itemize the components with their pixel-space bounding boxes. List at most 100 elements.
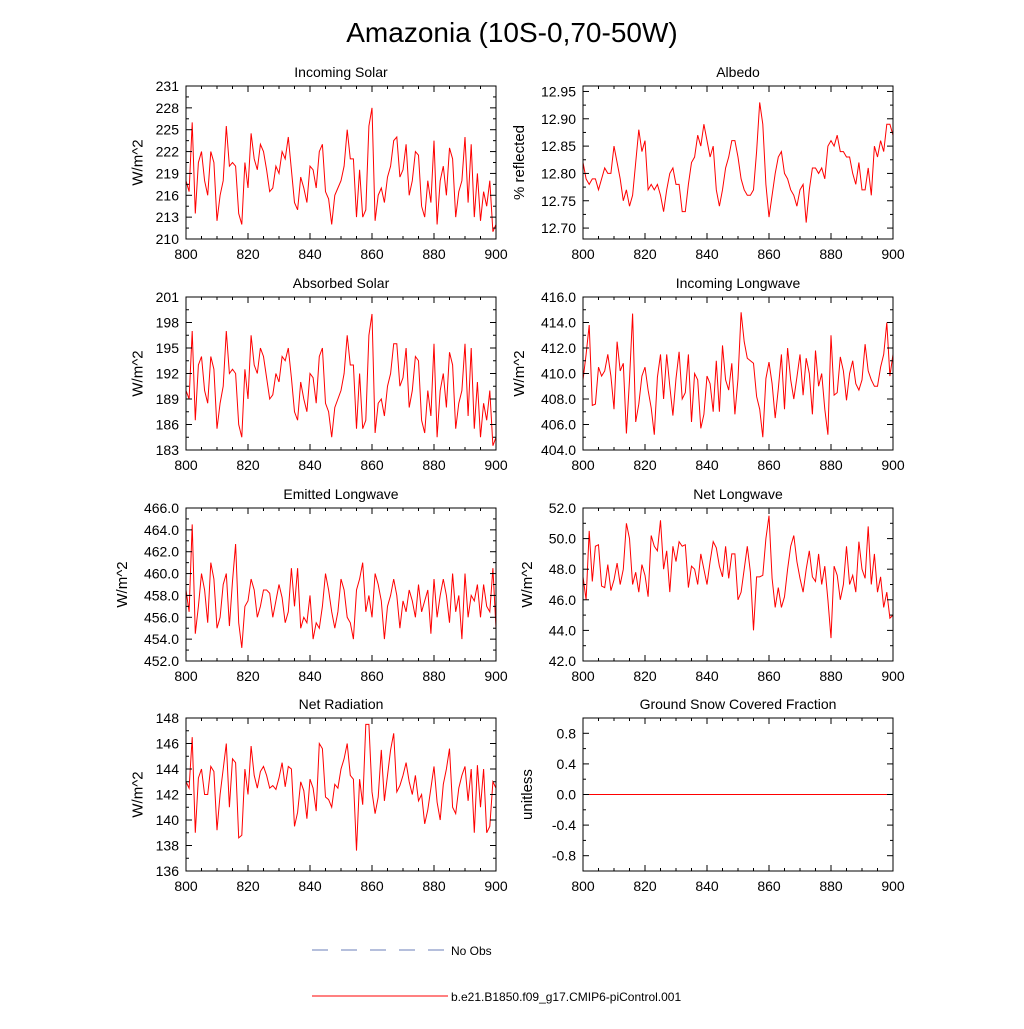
y-tick-label: 460.0 [144, 566, 179, 582]
x-tick-label: 880 [422, 668, 446, 684]
y-tick-label: 192 [156, 366, 180, 382]
x-tick-label: 900 [484, 457, 508, 473]
y-tick-label: -0.8 [552, 848, 576, 864]
y-axis-label: % reflected [511, 125, 528, 200]
y-tick-label: 52.0 [549, 500, 576, 516]
series-line [582, 515, 894, 639]
y-axis-label: W/m^2 [130, 771, 147, 817]
x-tick-label: 860 [360, 878, 384, 894]
x-tick-label: 880 [819, 246, 843, 262]
x-tick-label: 880 [422, 457, 446, 473]
y-tick-label: -0.4 [552, 817, 576, 833]
x-tick-label: 880 [819, 457, 843, 473]
y-tick-label: 454.0 [144, 631, 179, 647]
y-tick-label: 216 [156, 187, 180, 203]
y-tick-label: 466.0 [144, 500, 179, 516]
y-tick-label: 183 [156, 442, 180, 458]
y-axis-label: W/m^2 [511, 350, 528, 396]
y-tick-label: 410.0 [541, 366, 576, 382]
series-line [582, 312, 894, 438]
y-tick-label: 222 [156, 144, 180, 160]
y-tick-label: 408.0 [541, 391, 576, 407]
x-tick-label: 840 [695, 668, 719, 684]
chart-panel: Net Longwave 800 820 840 860 880 900 42.0 44.0 46… [519, 486, 905, 684]
y-tick-label: 189 [156, 391, 180, 407]
x-tick-label: 900 [881, 878, 905, 894]
y-tick-label: 142 [156, 787, 180, 803]
x-tick-label: 820 [633, 457, 657, 473]
x-tick-label: 820 [633, 878, 657, 894]
series-line [185, 313, 497, 446]
y-tick-label: 44.0 [549, 622, 576, 638]
x-tick-label: 840 [695, 878, 719, 894]
x-tick-label: 800 [174, 246, 198, 262]
y-tick-label: 458.0 [144, 587, 179, 603]
x-tick-label: 860 [360, 457, 384, 473]
series-line [185, 723, 497, 851]
x-tick-label: 900 [881, 457, 905, 473]
y-axis-label: W/m^2 [519, 561, 536, 607]
x-tick-label: 840 [298, 668, 322, 684]
y-tick-label: 406.0 [541, 417, 576, 433]
x-tick-label: 860 [360, 246, 384, 262]
x-tick-label: 860 [757, 878, 781, 894]
y-tick-label: 456.0 [144, 609, 179, 625]
plot-frame [185, 717, 497, 872]
x-tick-label: 880 [422, 246, 446, 262]
plot-frame [582, 507, 894, 662]
x-tick-label: 860 [757, 668, 781, 684]
x-tick-label: 840 [695, 246, 719, 262]
series-line [185, 107, 497, 232]
y-tick-label: 464.0 [144, 522, 179, 538]
chart-title: Net Longwave [693, 486, 783, 502]
y-tick-label: 0.0 [557, 787, 577, 803]
y-tick-label: 228 [156, 100, 180, 116]
chart-panel: Ground Snow Covered Fraction 800 820 840 860… [519, 696, 905, 894]
x-tick-label: 820 [236, 668, 260, 684]
x-tick-label: 900 [484, 246, 508, 262]
chart-panel: Albedo 800 820 840 860 880 900 12.70 12.75 12.80 1… [511, 64, 905, 262]
chart-panel: Incoming Longwave 800 820 840 860 880 900 404.0… [511, 275, 905, 473]
x-tick-label: 860 [757, 246, 781, 262]
y-tick-label: 46.0 [549, 592, 576, 608]
x-tick-label: 800 [571, 457, 595, 473]
y-tick-label: 210 [156, 231, 180, 247]
x-tick-label: 840 [298, 457, 322, 473]
y-tick-label: 198 [156, 315, 180, 331]
x-tick-label: 880 [819, 878, 843, 894]
y-tick-label: 12.85 [541, 138, 576, 154]
page-title: Amazonia (10S-0,70-50W) [346, 17, 677, 48]
y-tick-label: 146 [156, 736, 180, 752]
y-axis-label: W/m^2 [130, 139, 147, 185]
panels: Incoming Solar 800 820 840 860 880 900 210 213 21… [114, 64, 905, 894]
y-tick-label: 404.0 [541, 442, 576, 458]
y-tick-label: 12.95 [541, 83, 576, 99]
y-tick-label: 201 [156, 289, 180, 305]
y-tick-label: 50.0 [549, 531, 576, 547]
legend: No Obs b.e21.B1850.f09_g17.CMIP6-piContr… [312, 944, 681, 1004]
x-tick-label: 820 [236, 457, 260, 473]
x-tick-label: 880 [819, 668, 843, 684]
x-tick-label: 800 [571, 878, 595, 894]
y-tick-label: 412.0 [541, 340, 576, 356]
y-tick-label: 452.0 [144, 653, 179, 669]
x-tick-label: 860 [360, 668, 384, 684]
plot-frame [582, 85, 894, 240]
series-line [582, 102, 894, 223]
chart-panel: Absorbed Solar 800 820 840 860 880 900 183 186 18… [130, 275, 508, 473]
y-tick-label: 195 [156, 340, 180, 356]
y-tick-label: 140 [156, 812, 180, 828]
x-tick-label: 900 [484, 668, 508, 684]
y-tick-label: 213 [156, 209, 180, 225]
y-tick-label: 0.4 [557, 756, 577, 772]
x-tick-label: 900 [484, 878, 508, 894]
x-tick-label: 900 [881, 246, 905, 262]
x-tick-label: 900 [881, 668, 905, 684]
series-line [185, 524, 497, 648]
chart-panel: Emitted Longwave 800 820 840 860 880 900 452.0 4… [114, 486, 508, 684]
y-tick-label: 0.8 [557, 725, 577, 741]
y-tick-label: 12.70 [541, 220, 576, 236]
x-tick-label: 840 [298, 246, 322, 262]
